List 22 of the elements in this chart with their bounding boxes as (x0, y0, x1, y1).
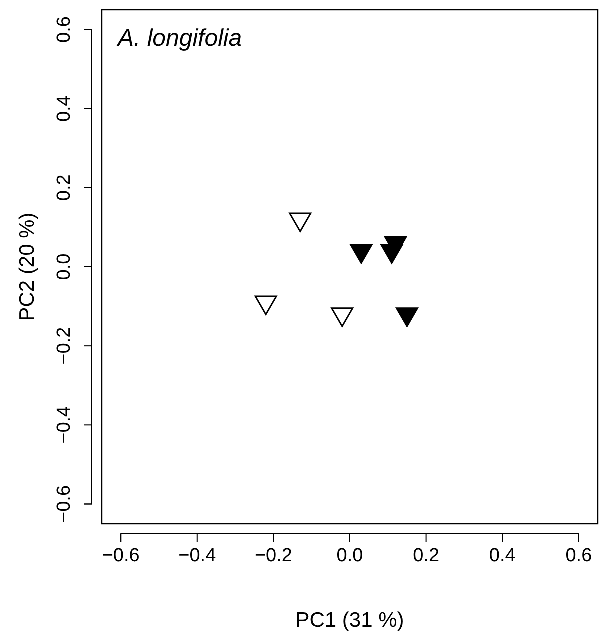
y-tick-label: −0.4 (54, 406, 75, 444)
x-tick-label: 0.2 (413, 545, 440, 566)
y-tick-label: −0.2 (54, 327, 75, 365)
text: A. longifolia (116, 25, 242, 52)
x-tick-label: −0.6 (102, 545, 140, 566)
x-tick-label: 0.0 (336, 545, 364, 566)
y-tick-label: 0.6 (54, 16, 75, 43)
x-tick-label: −0.2 (254, 545, 292, 566)
x-tick-label: 0.4 (489, 545, 516, 566)
point (350, 244, 373, 264)
y-tick-label: 0.2 (54, 174, 75, 202)
x-axis-title: PC1 (31 %) (296, 609, 404, 632)
point (289, 212, 312, 232)
y-tick-label: 0.0 (54, 254, 75, 280)
y-tick-label: 0.4 (54, 95, 75, 122)
x-tick-label: 0.6 (566, 545, 592, 566)
y-tick-label: −0.6 (54, 485, 75, 523)
x-tick-label: −0.4 (178, 545, 217, 566)
point (254, 296, 278, 316)
point (396, 308, 418, 328)
point (331, 308, 354, 328)
y-axis-title: PC2 (20 %) (16, 212, 39, 322)
